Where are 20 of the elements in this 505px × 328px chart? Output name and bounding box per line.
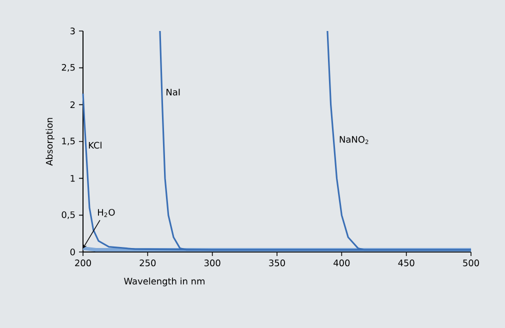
- x-tick-label: 250: [140, 260, 156, 266]
- y-tick-label: 2: [70, 101, 75, 108]
- x-tick-label: 350: [269, 260, 285, 266]
- y-tick-label: 0,5: [62, 211, 75, 220]
- y-tick-label: 1: [70, 175, 75, 182]
- annotation: NaNO$_{2}$: [340, 136, 368, 144]
- x-tick-label: 450: [398, 260, 414, 266]
- x-tick-label: 500: [463, 260, 479, 266]
- y-axis-title: Absorption: [46, 118, 54, 166]
- y-tick-label: 1,5: [62, 138, 75, 146]
- y-tick-label: 0: [70, 248, 75, 256]
- x-tick-label: 300: [204, 260, 220, 266]
- x-axis-title: Wavelength in nm: [124, 278, 204, 286]
- annotation: H$_{2}$O: [98, 208, 115, 217]
- y-tick-label: 3: [70, 28, 75, 34]
- y-tick-label: 2,5: [62, 64, 75, 72]
- x-tick-label: 200: [75, 260, 91, 266]
- annotation: NaI: [166, 88, 180, 96]
- x-tick-label: 400: [334, 260, 350, 266]
- annotation: KCl: [88, 142, 102, 149]
